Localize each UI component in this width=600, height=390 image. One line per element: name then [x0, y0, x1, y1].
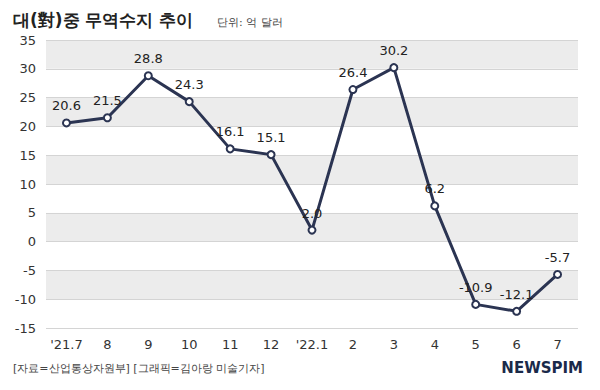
svg-text:24.3: 24.3 [175, 77, 204, 92]
svg-text:-5: -5 [23, 263, 36, 278]
svg-text:5: 5 [472, 337, 480, 352]
svg-text:25: 25 [19, 90, 36, 105]
svg-text:7: 7 [553, 337, 561, 352]
svg-text:21.5: 21.5 [93, 93, 122, 108]
svg-text:-5.7: -5.7 [545, 250, 570, 265]
svg-text:3: 3 [390, 337, 398, 352]
svg-text:20: 20 [19, 119, 36, 134]
svg-text:20.6: 20.6 [52, 98, 81, 113]
svg-text:'21.7: '21.7 [50, 337, 83, 352]
svg-text:15.1: 15.1 [257, 130, 286, 145]
svg-text:30: 30 [19, 61, 36, 76]
svg-text:30.2: 30.2 [379, 43, 408, 58]
svg-text:4: 4 [431, 337, 439, 352]
svg-text:28.8: 28.8 [134, 51, 163, 66]
svg-text:6.2: 6.2 [424, 181, 445, 196]
svg-text:12: 12 [263, 337, 280, 352]
svg-text:단위: 억 달러: 단위: 억 달러 [217, 16, 283, 29]
svg-text:11: 11 [222, 337, 239, 352]
svg-text:6: 6 [512, 337, 520, 352]
svg-text:-12.1: -12.1 [500, 287, 534, 302]
svg-text:-15: -15 [15, 321, 36, 336]
svg-text:26.4: 26.4 [338, 65, 367, 80]
svg-text:'22.1: '22.1 [296, 337, 329, 352]
svg-text:대(對)중 무역수지 추이: 대(對)중 무역수지 추이 [13, 10, 193, 30]
svg-text:9: 9 [144, 337, 152, 352]
svg-text:0: 0 [28, 234, 36, 249]
svg-text:35: 35 [19, 33, 36, 48]
svg-text:16.1: 16.1 [216, 124, 245, 139]
svg-text:8: 8 [103, 337, 111, 352]
svg-text:5: 5 [28, 205, 36, 220]
svg-text:2.0: 2.0 [302, 206, 323, 221]
svg-text:15: 15 [19, 148, 36, 163]
svg-text:-10: -10 [15, 292, 36, 307]
svg-text:2: 2 [349, 337, 357, 352]
svg-text:10: 10 [181, 337, 198, 352]
svg-text:10: 10 [19, 177, 36, 192]
svg-text:-10.9: -10.9 [459, 280, 493, 295]
svg-text:[자료=산업통상자원부] [그래픽=김아랑 미술기자]: [자료=산업통상자원부] [그래픽=김아랑 미술기자] [13, 362, 265, 375]
svg-text:NEWSPIM: NEWSPIM [501, 359, 583, 377]
